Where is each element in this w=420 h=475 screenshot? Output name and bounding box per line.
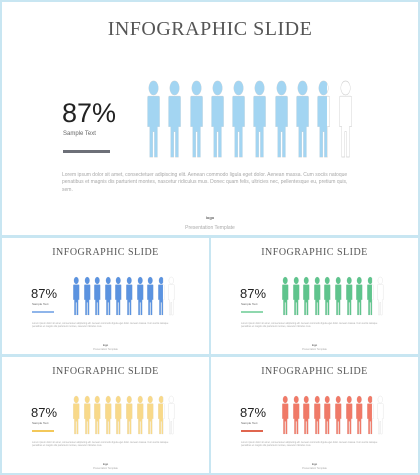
slide-title: INFOGRAPHIC SLIDE xyxy=(52,366,159,377)
person-icon xyxy=(366,276,375,316)
person-icon xyxy=(125,276,134,316)
body-text: Lorem ipsum dolor sit amet, consectetuer… xyxy=(241,441,378,448)
person-icon xyxy=(157,395,166,435)
person-icon xyxy=(209,80,226,158)
person-icon xyxy=(292,276,301,316)
footer-logo: logo xyxy=(311,463,318,466)
person-icon xyxy=(313,395,322,435)
accent-bar xyxy=(32,311,54,313)
person-icon xyxy=(355,276,364,316)
person-icon xyxy=(355,395,364,435)
person-icon xyxy=(323,395,332,435)
slide-title: INFOGRAPHIC SLIDE xyxy=(261,366,368,377)
person-icon xyxy=(281,395,290,435)
footer-logo: logo xyxy=(102,463,109,466)
accent-bar xyxy=(32,430,54,432)
sample-text-label: Sample Text xyxy=(63,131,96,137)
person-icon xyxy=(294,80,311,158)
body-text: Lorem ipsum dolor sit amet, consectetuer… xyxy=(62,172,348,193)
footer-text: Presentation Template xyxy=(93,348,118,351)
thumbnail-slide-red[interactable]: INFOGRAPHIC SLIDE 87% Sample Text Lorem … xyxy=(211,357,418,473)
person-icon xyxy=(104,276,113,316)
person-icon xyxy=(230,80,247,158)
person-icon xyxy=(114,395,123,435)
person-icon xyxy=(345,276,354,316)
person-icon xyxy=(376,395,385,435)
footer-logo: logo xyxy=(102,344,109,347)
person-icon xyxy=(302,395,311,435)
person-icon xyxy=(188,80,205,158)
slide-title: INFOGRAPHIC SLIDE xyxy=(52,247,159,258)
sample-text-label: Sample Text xyxy=(32,421,49,425)
person-icon xyxy=(157,276,166,316)
people-row xyxy=(72,395,176,435)
person-icon xyxy=(136,395,145,435)
person-icon xyxy=(281,276,290,316)
person-icon xyxy=(93,276,102,316)
sample-text-label: Sample Text xyxy=(241,421,258,425)
person-icon xyxy=(136,276,145,316)
footer-logo: logo xyxy=(311,344,318,347)
body-text: Lorem ipsum dolor sit amet, consectetuer… xyxy=(32,322,169,329)
person-icon xyxy=(125,395,134,435)
person-icon xyxy=(167,276,176,316)
person-icon xyxy=(302,276,311,316)
percent-value: 87% xyxy=(31,286,58,301)
person-icon xyxy=(313,276,322,316)
person-icon xyxy=(366,395,375,435)
accent-bar xyxy=(241,430,263,432)
percent-value: 87% xyxy=(31,405,58,420)
thumbnail-slide-green[interactable]: INFOGRAPHIC SLIDE 87% Sample Text Lorem … xyxy=(211,238,418,354)
person-icon xyxy=(251,80,268,158)
footer-logo: logo xyxy=(205,215,215,220)
person-icon xyxy=(167,395,176,435)
body-text: Lorem ipsum dolor sit amet, consectetuer… xyxy=(241,322,378,329)
people-row xyxy=(281,395,385,435)
person-icon xyxy=(166,80,183,158)
thumbnail-slide-yellow[interactable]: INFOGRAPHIC SLIDE 87% Sample Text Lorem … xyxy=(2,357,209,473)
person-icon xyxy=(72,395,81,435)
slide-title: INFOGRAPHIC SLIDE xyxy=(261,247,368,258)
thumbnail-slide-blue[interactable]: INFOGRAPHIC SLIDE 87% Sample Text Lorem … xyxy=(2,238,209,354)
person-icon xyxy=(337,80,354,158)
person-icon xyxy=(376,276,385,316)
person-icon xyxy=(273,80,290,158)
footer-text: Presentation Template xyxy=(302,348,327,351)
person-icon xyxy=(292,395,301,435)
percent-value: 87% xyxy=(240,286,267,301)
percent-value: 87% xyxy=(240,405,267,420)
footer-text: Presentation Template xyxy=(93,467,118,470)
slide-title: INFOGRAPHIC SLIDE xyxy=(107,18,313,40)
main-slide: INFOGRAPHIC SLIDE 87% Sample Text Lorem … xyxy=(2,2,418,235)
person-icon xyxy=(145,80,162,158)
person-icon xyxy=(345,395,354,435)
people-row xyxy=(281,276,385,316)
accent-bar xyxy=(241,311,263,313)
person-icon xyxy=(334,276,343,316)
person-icon xyxy=(323,276,332,316)
footer-text: Presentation Template xyxy=(302,467,327,470)
people-row xyxy=(72,276,176,316)
person-icon xyxy=(104,395,113,435)
percent-value: 87% xyxy=(62,98,117,128)
sample-text-label: Sample Text xyxy=(32,302,49,306)
accent-bar xyxy=(63,150,110,153)
person-icon xyxy=(72,276,81,316)
footer-text: Presentation Template xyxy=(185,225,235,231)
person-icon xyxy=(83,395,92,435)
person-icon xyxy=(83,276,92,316)
body-text: Lorem ipsum dolor sit amet, consectetuer… xyxy=(32,441,169,448)
person-icon xyxy=(93,395,102,435)
person-icon xyxy=(114,276,123,316)
sample-text-label: Sample Text xyxy=(241,302,258,306)
person-icon xyxy=(146,276,155,316)
person-icon xyxy=(315,80,332,158)
person-icon xyxy=(146,395,155,435)
person-icon xyxy=(334,395,343,435)
people-row xyxy=(145,80,354,158)
